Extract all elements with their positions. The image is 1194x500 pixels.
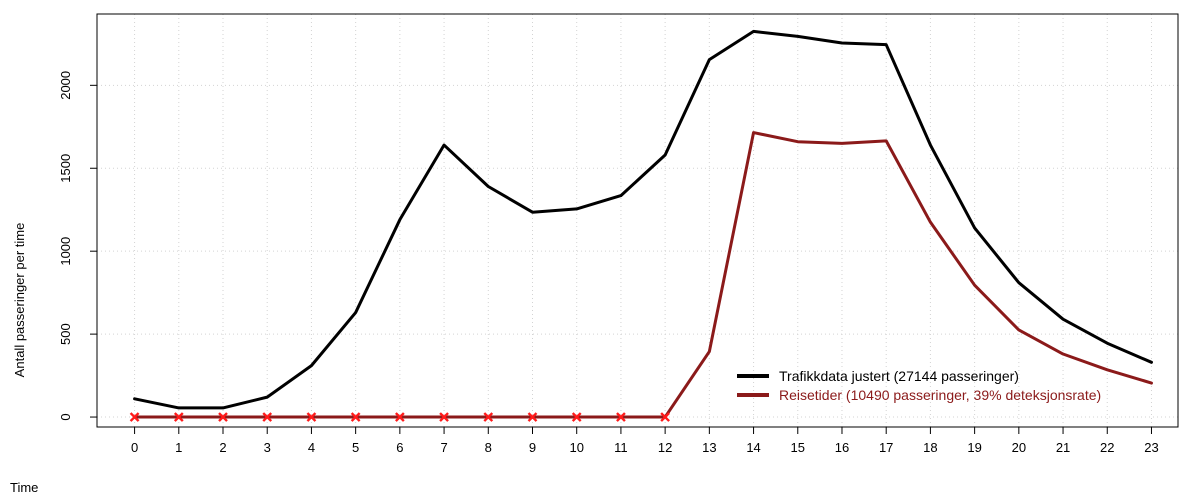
y-tick-label: 2000 [58,71,73,100]
y-tick-label: 1500 [58,154,73,183]
data-point-marker [616,412,626,422]
x-tick-label: 21 [1056,440,1070,455]
marker-stroke [129,412,140,422]
x-axis: 0 1 2 3 4 5 6 7 8 9 10 11 12 13 14 15 16 17 18 19 20 21 22 23 [131,427,1159,455]
x-tick-label: 23 [1144,440,1158,455]
marker-stroke [527,412,538,422]
x-tick-label: 0 [131,440,138,455]
series-line-0 [133,29,1153,410]
x-tick-label: 3 [264,440,271,455]
x-tick-label: 15 [791,440,805,455]
legend: Trafikkdata justert (27144 passeringer) … [737,368,1101,403]
x-tick-label: 12 [658,440,672,455]
x-tick-label: 8 [485,440,492,455]
x-tick-label: 5 [352,440,359,455]
y-tick-label: 1000 [58,237,73,266]
y-axis: 0 500 1000 1500 2000 [58,71,97,421]
x-tick-label: 22 [1100,440,1114,455]
marker-stroke [439,412,449,422]
y-axis-title: Antall passeringer per time [12,223,27,378]
data-point-marker [129,412,140,422]
data-point-marker [660,412,670,422]
x-tick-label: 2 [219,440,226,455]
data-point-marker [395,412,405,422]
x-tick-label: 11 [614,440,628,455]
marker-stroke [660,412,670,422]
grid [97,14,1178,427]
marker-stroke [483,412,494,422]
legend-label-trafikkdata: Trafikkdata justert (27144 passeringer) [779,368,1019,384]
data-point-marker [262,412,273,422]
x-tick-label: 13 [702,440,716,455]
marker-stroke [350,412,361,422]
series-group [129,29,1153,422]
marker-stroke [262,412,273,422]
x-tick-label: 9 [529,440,536,455]
x-tick-label: 10 [569,440,583,455]
data-point-marker [439,412,449,422]
x-tick-label: 20 [1012,440,1026,455]
marker-stroke [218,412,228,422]
data-point-marker [173,412,184,422]
x-tick-label: 6 [396,440,403,455]
x-tick-label: 18 [923,440,937,455]
legend-label-reisetider: Reisetider (10490 passeringer, 39% detek… [779,387,1101,403]
data-point-marker [483,412,494,422]
x-tick-label: 4 [308,440,315,455]
marker-stroke [616,412,626,422]
x-tick-label: 16 [835,440,849,455]
marker-stroke [395,412,405,422]
marker-stroke [571,412,582,422]
data-point-marker [218,412,228,422]
data-point-marker [306,412,317,422]
x-tick-label: 7 [440,440,447,455]
series-line-1 [133,131,1153,419]
marker-stroke [173,412,184,422]
plot-frame [96,13,1179,428]
x-tick-label: 1 [175,440,182,455]
y-tick-label: 500 [58,323,73,345]
x-tick-label: 14 [746,440,760,455]
x-axis-title: Time [10,480,38,495]
marker-stroke [306,412,317,422]
y-tick-label: 0 [58,413,73,420]
x-tick-label: 19 [967,440,981,455]
data-point-marker [527,412,538,422]
data-point-marker [571,412,582,422]
x-tick-label: 17 [879,440,893,455]
data-point-marker [350,412,361,422]
